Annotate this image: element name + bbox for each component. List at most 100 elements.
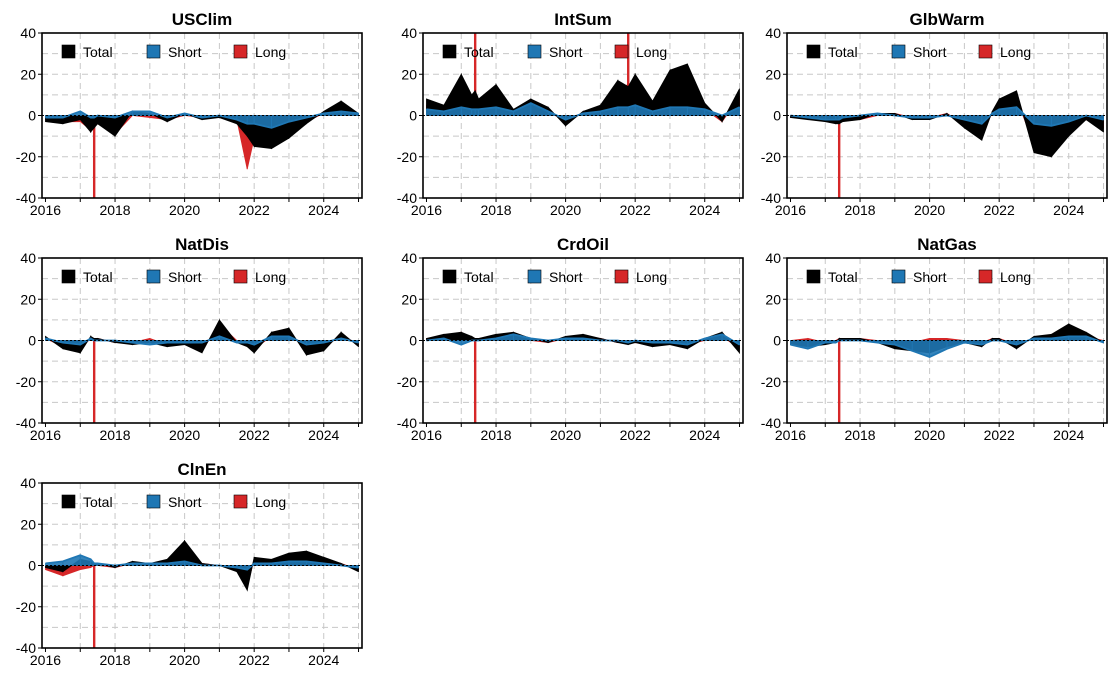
legend-swatch-total — [61, 494, 76, 509]
y-tick-label: -20 — [761, 149, 781, 165]
y-tick-label: 40 — [765, 250, 781, 266]
x-tick-label: 2018 — [480, 427, 511, 443]
y-tick-label: -20 — [761, 374, 781, 390]
legend-label-short: Short — [913, 269, 947, 285]
panel-title: ClnEn — [177, 460, 226, 479]
series-line-short — [45, 110, 359, 129]
legend-swatch-long — [978, 269, 993, 284]
legend-swatch-short — [891, 44, 906, 59]
legend: Total Short Long — [442, 269, 667, 285]
x-tick-label: 2020 — [169, 427, 200, 443]
legend-label-total: Total — [83, 494, 113, 510]
x-tick-label: 2024 — [308, 652, 339, 668]
legend-swatch-long — [233, 494, 248, 509]
x-tick-label: 2022 — [620, 427, 651, 443]
data-mark — [246, 115, 255, 125]
legend-swatch-short — [891, 269, 906, 284]
y-tick-label: -40 — [397, 190, 417, 206]
legend-swatch-total — [442, 269, 457, 284]
legend-swatch-short — [146, 44, 161, 59]
legend-swatch-long — [614, 44, 629, 59]
panel-title: CrdOil — [557, 235, 609, 254]
x-tick-label: 2016 — [775, 202, 806, 218]
y-tick-label: 0 — [28, 108, 36, 124]
x-tick-label: 2020 — [914, 202, 945, 218]
x-tick-label: 2018 — [480, 202, 511, 218]
y-tick-label: 20 — [401, 66, 417, 82]
legend-label-short: Short — [168, 269, 202, 285]
series-line-short — [45, 554, 359, 571]
series-group — [45, 539, 359, 648]
panel-title: IntSum — [554, 10, 612, 29]
x-tick-label: 2016 — [30, 427, 61, 443]
y-tick-label: 20 — [20, 516, 36, 532]
legend-swatch-total — [442, 44, 457, 59]
y-tick-label: -20 — [16, 599, 36, 615]
y-tick-label: 40 — [401, 25, 417, 41]
data-mark-spike — [92, 565, 96, 648]
legend-label-total: Total — [828, 269, 858, 285]
x-tick-label: 2020 — [914, 427, 945, 443]
y-tick-label: -40 — [16, 190, 36, 206]
x-tick-label: 2022 — [239, 427, 270, 443]
y-tick-label: 0 — [409, 108, 417, 124]
y-tick-label: -20 — [16, 149, 36, 165]
x-tick-label: 2016 — [775, 427, 806, 443]
data-mark — [474, 108, 480, 116]
legend-swatch-short — [146, 494, 161, 509]
x-tick-label: 2018 — [844, 427, 875, 443]
legend-label-long: Long — [636, 269, 667, 285]
legend-swatch-total — [806, 44, 821, 59]
legend: Total Short Long — [61, 44, 286, 60]
x-tick-label: 2020 — [169, 202, 200, 218]
series-line-short — [426, 102, 740, 121]
legend: Total Short Long — [61, 494, 286, 510]
legend: Total Short Long — [61, 269, 286, 285]
legend-label-long: Long — [255, 44, 286, 60]
y-tick-label: 20 — [401, 291, 417, 307]
legend-swatch-total — [806, 269, 821, 284]
x-tick-label: 2022 — [239, 652, 270, 668]
x-tick-label: 2020 — [169, 652, 200, 668]
y-tick-label: 20 — [20, 291, 36, 307]
legend-swatch-short — [146, 269, 161, 284]
legend-label-long: Long — [255, 269, 286, 285]
legend-label-long: Long — [636, 44, 667, 60]
legend: Total Short Long — [806, 44, 1031, 60]
panel-title: NatGas — [917, 235, 977, 254]
x-tick-label: 2022 — [620, 202, 651, 218]
x-tick-label: 2020 — [550, 427, 581, 443]
legend-swatch-long — [978, 44, 993, 59]
x-tick-label: 2024 — [1053, 427, 1084, 443]
y-tick-label: -40 — [397, 415, 417, 431]
y-tick-label: -40 — [16, 640, 36, 656]
legend-label-total: Total — [83, 269, 113, 285]
x-tick-label: 2024 — [689, 202, 720, 218]
y-tick-label: 0 — [773, 108, 781, 124]
y-tick-label: 0 — [28, 333, 36, 349]
y-tick-label: -20 — [16, 374, 36, 390]
y-tick-label: 0 — [773, 333, 781, 349]
y-tick-label: 40 — [765, 25, 781, 41]
x-tick-label: 2016 — [30, 202, 61, 218]
data-mark-spike — [473, 33, 477, 116]
series-line-short — [790, 106, 1104, 127]
y-tick-label: 40 — [401, 250, 417, 266]
data-mark-spike — [92, 340, 96, 423]
legend: Total Short Long — [442, 44, 667, 60]
data-mark-spike — [837, 340, 841, 423]
x-tick-label: 2022 — [239, 202, 270, 218]
x-tick-label: 2024 — [689, 427, 720, 443]
legend-label-total: Total — [83, 44, 113, 60]
legend-swatch-long — [614, 269, 629, 284]
x-tick-label: 2018 — [99, 427, 130, 443]
legend-label-short: Short — [168, 44, 202, 60]
y-tick-label: 0 — [28, 558, 36, 574]
legend-swatch-short — [527, 269, 542, 284]
